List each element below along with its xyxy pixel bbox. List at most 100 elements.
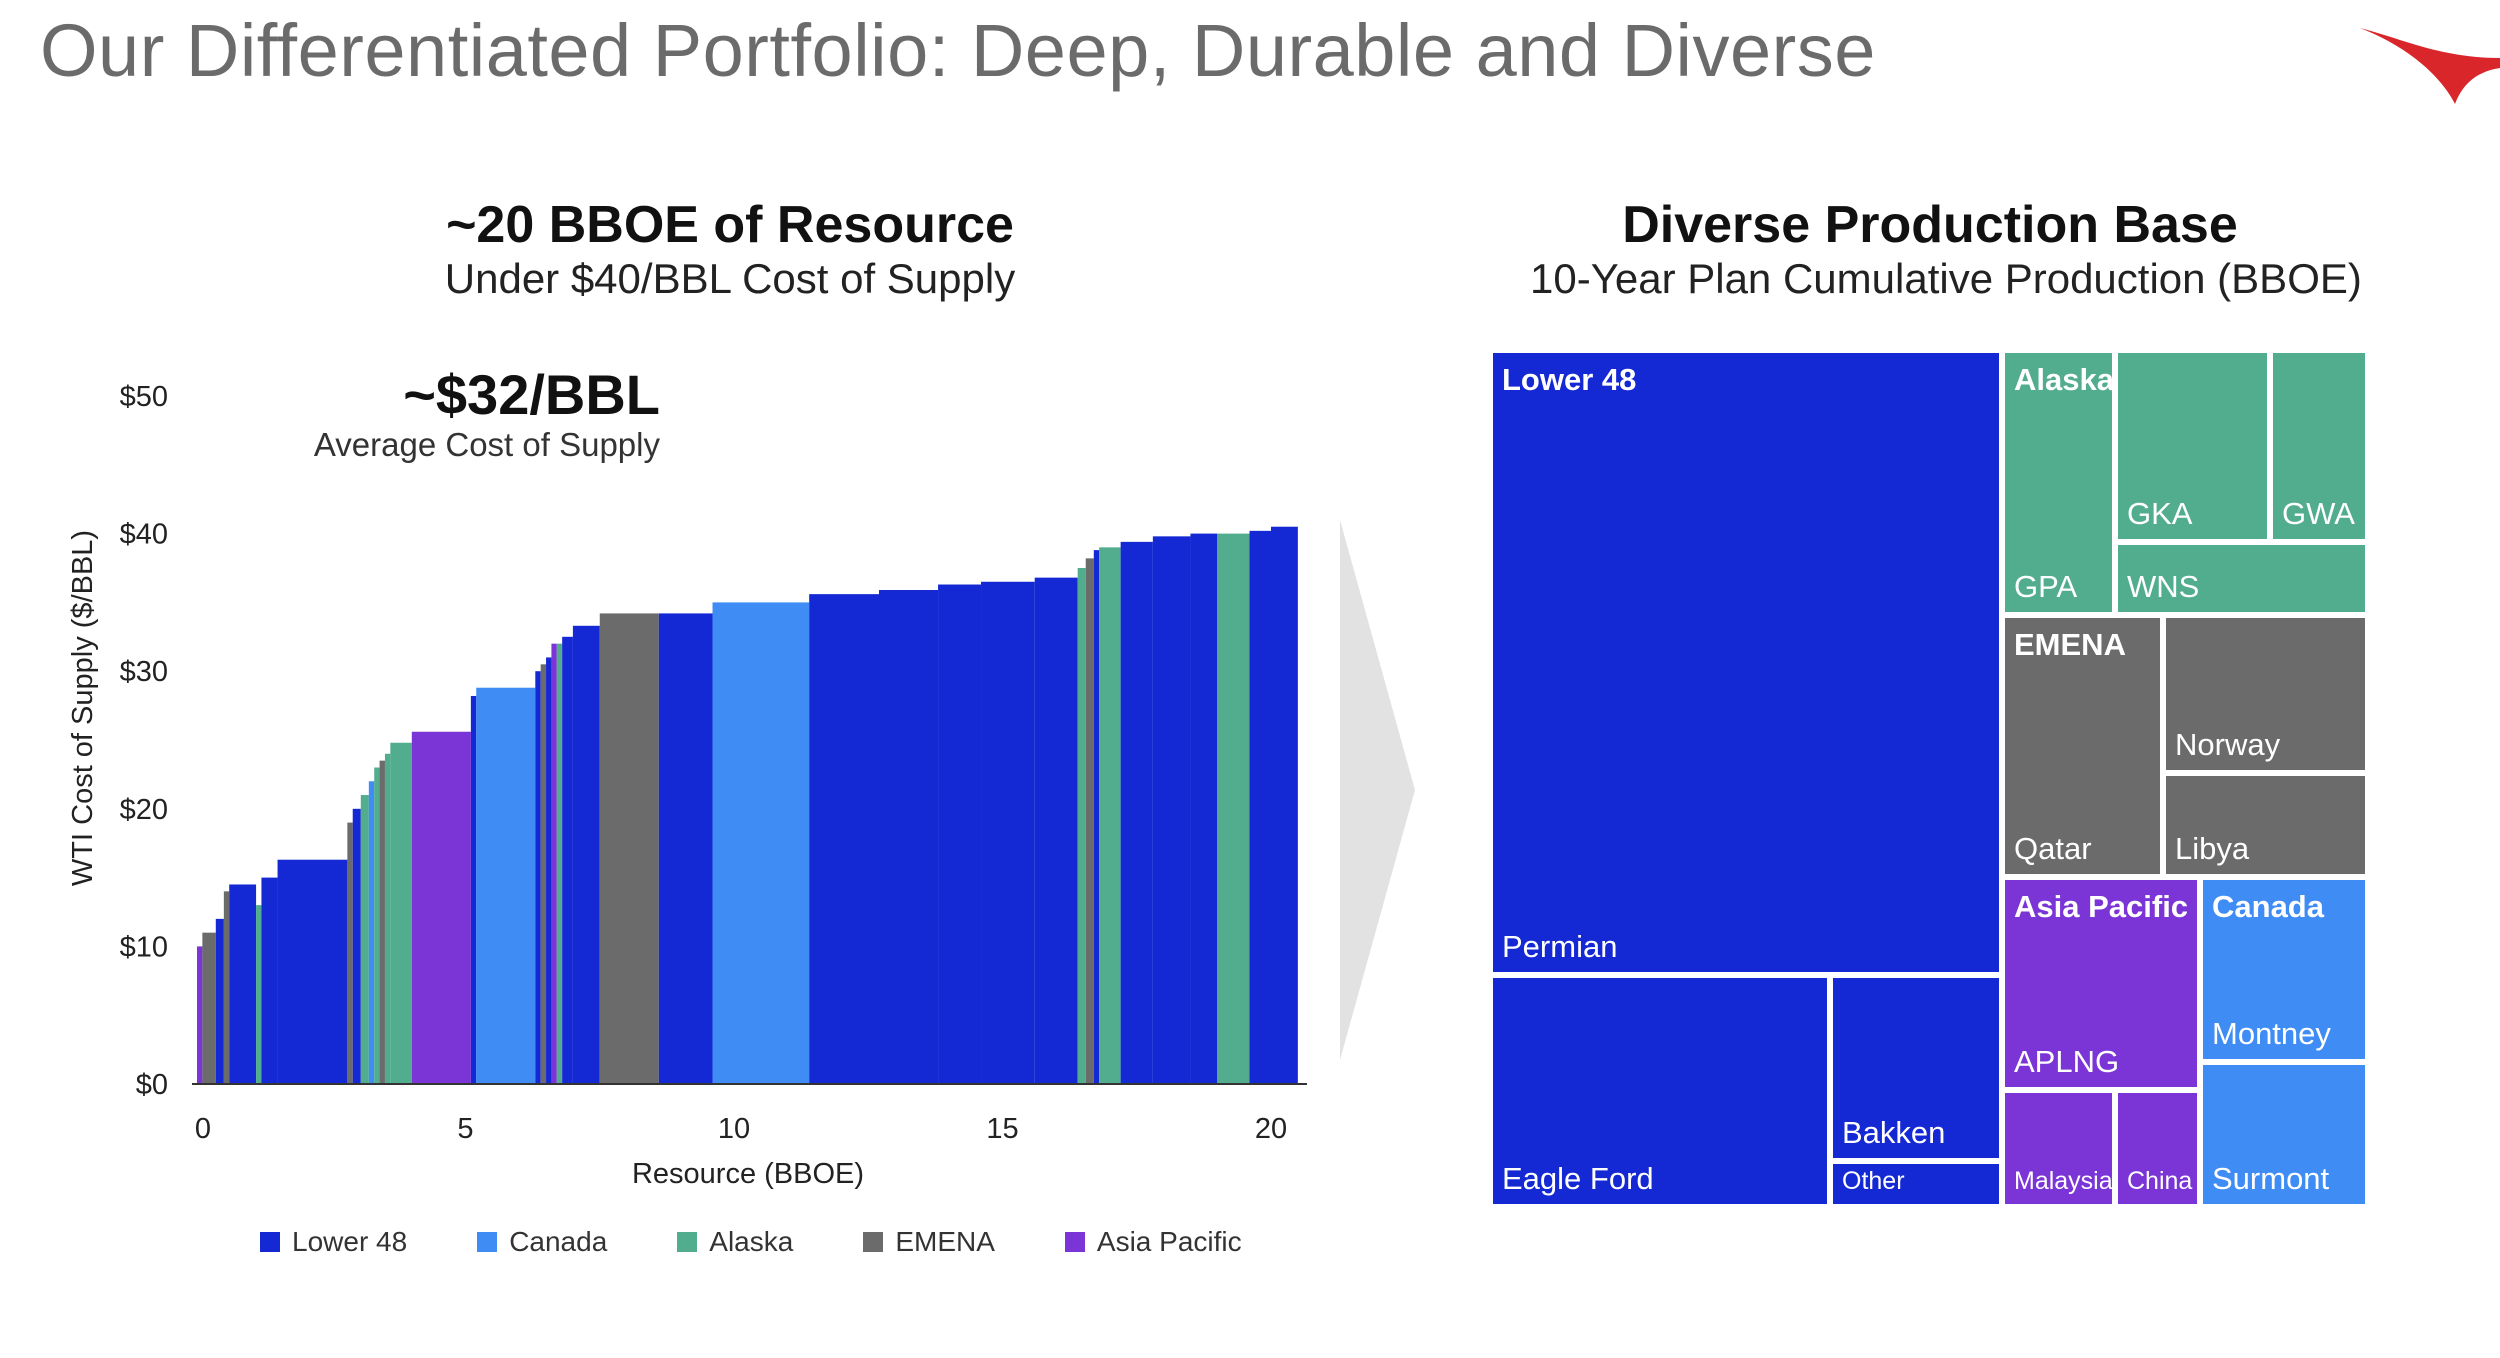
treemap-cell-montney: Montney Canada — [2200, 877, 2368, 1062]
cost-bar-canada — [476, 687, 536, 1084]
treemap-item-label: APLNG — [2014, 1044, 2120, 1079]
treemap-cell-china: China — [2115, 1090, 2200, 1207]
treemap-group-label: Canada — [2212, 889, 2324, 924]
average-cost-label: Average Cost of Supply — [313, 426, 660, 463]
cost-bar-emena — [347, 822, 353, 1084]
legend-swatch — [477, 1232, 498, 1252]
cost-bar-emena — [379, 760, 385, 1084]
treemap-item-label: Norway — [2175, 727, 2281, 762]
y-tick-label: $10 — [120, 931, 168, 963]
cost-bar-lower48 — [878, 590, 939, 1084]
cost-bar-lower48 — [1120, 541, 1153, 1084]
x-tick-label: 20 — [1255, 1113, 1287, 1145]
treemap-item-label: Surmont — [2212, 1161, 2330, 1196]
page-title: Our Differentiated Portfolio: Deep, Dura… — [40, 9, 1876, 92]
treemap-cell-malaysia: Malaysia — [2002, 1090, 2115, 1207]
y-tick-label: $40 — [120, 519, 168, 551]
cost-bar-alaska — [360, 795, 369, 1084]
treemap-item-label: Permian — [1502, 929, 1618, 964]
x-axis-ticks: 0 5 10 15 20 — [195, 1113, 1287, 1145]
cost-of-supply-bars — [197, 526, 1298, 1084]
cost-bar-emena — [540, 664, 547, 1084]
cost-bar-lower48 — [215, 918, 224, 1084]
treemap-group-label: EMENA — [2014, 627, 2126, 662]
y-tick-label: $30 — [120, 656, 168, 688]
treemap-item-label: GWA — [2282, 496, 2355, 531]
cost-of-supply-chart: 0 5 10 15 20 $0 $10 $20 $30 $40 $50 Resource (BBO… — [67, 381, 1307, 1190]
treemap-group-label: Asia Pacific — [2014, 889, 2189, 924]
cost-bar-lower48 — [470, 695, 477, 1084]
cost-bar-lower48 — [1249, 530, 1271, 1084]
treemap-cell-other: Other — [1830, 1161, 2002, 1207]
legend-swatch — [863, 1232, 884, 1252]
cost-bar-alaska — [556, 643, 563, 1084]
legend-item-lower48: Lower 48 — [260, 1226, 407, 1258]
chevron-right-icon — [1340, 520, 1415, 1060]
conocophillips-logo-icon — [2360, 28, 2500, 104]
treemap-item-label: GPA — [2014, 569, 2078, 604]
x-tick-label: 10 — [718, 1113, 750, 1145]
treemap-item-label: China — [2127, 1167, 2193, 1195]
cost-bar-asia_pacific — [411, 731, 471, 1084]
treemap-group-label: Lower 48 — [1502, 362, 1637, 397]
cost-bar-lower48 — [1093, 550, 1100, 1084]
cost-bar-alaska — [1077, 568, 1086, 1084]
treemap-item-label: GKA — [2127, 496, 2193, 531]
treemap-cell-wns: WNS — [2115, 542, 2368, 615]
y-tick-label: $0 — [136, 1069, 168, 1101]
legend-swatch — [1064, 1232, 1085, 1252]
production-chart-subtitle: 10-Year Plan Cumulative Production (BBOE… — [1530, 255, 2362, 302]
chart-legend: Lower 48 Canada Alaska EMENA Asia Pacific — [260, 1226, 1312, 1258]
cost-bar-lower48 — [1190, 533, 1218, 1084]
cost-bar-lower48 — [229, 884, 257, 1084]
cost-bar-canada — [712, 602, 810, 1084]
cost-bar-lower48 — [352, 808, 361, 1084]
cost-bar-lower48 — [809, 594, 879, 1084]
y-axis-label: WTI Cost of Supply ($/BBL) — [67, 530, 99, 886]
resource-chart-title: ~20 BBOE of Resource — [446, 196, 1014, 254]
legend-item-asia_pacific: Asia Pacific — [1064, 1226, 1242, 1258]
cost-bar-alaska — [374, 767, 380, 1084]
treemap-group-label: Alaska — [2014, 362, 2114, 397]
cost-bar-alaska — [390, 742, 412, 1084]
legend-label: Canada — [509, 1226, 608, 1257]
cost-bar-lower48 — [1271, 526, 1298, 1084]
cost-bar-lower48 — [261, 877, 278, 1084]
legend-label: Asia Pacific — [1096, 1226, 1242, 1257]
treemap-cell-bakken: Bakken — [1830, 975, 2002, 1161]
cost-bar-lower48 — [981, 581, 1035, 1084]
cost-bar-asia_pacific — [197, 946, 203, 1084]
treemap-cell-eagle-ford: Eagle Ford — [1490, 975, 1830, 1207]
cost-bar-lower48 — [1152, 536, 1191, 1084]
legend-swatch — [677, 1232, 698, 1252]
cost-bar-lower48 — [658, 613, 713, 1084]
legend-label: EMENA — [895, 1226, 995, 1257]
cost-bar-alaska — [1099, 547, 1121, 1084]
treemap-cell-gka: GKA — [2115, 350, 2270, 542]
treemap-item-label: Eagle Ford — [1502, 1161, 1654, 1196]
treemap-cell-gwa: GWA — [2270, 350, 2368, 542]
treemap-cell-surmont: Surmont — [2200, 1062, 2368, 1207]
cost-bar-emena — [223, 891, 230, 1084]
cost-bar-lower48 — [277, 859, 348, 1084]
cost-bar-lower48 — [572, 625, 600, 1084]
cost-bar-lower48 — [546, 657, 552, 1084]
cost-bar-lower48 — [562, 636, 573, 1084]
legend-item-emena: EMENA — [863, 1226, 995, 1258]
treemap-cell-permian: Permian Lower 48 — [1490, 350, 2002, 975]
cost-bar-alaska — [384, 753, 391, 1084]
y-axis-ticks: $0 $10 $20 $30 $40 $50 — [120, 381, 168, 1101]
cost-bar-emena — [1085, 558, 1094, 1084]
cost-bar-lower48 — [1034, 577, 1078, 1084]
cost-bar-asia_pacific — [551, 643, 557, 1084]
cost-bar-alaska — [1217, 533, 1250, 1084]
cost-bar-emena — [599, 613, 659, 1084]
cost-bar-lower48 — [938, 584, 982, 1084]
legend-label: Lower 48 — [292, 1226, 408, 1257]
production-chart-title: Diverse Production Base — [1622, 196, 2238, 254]
treemap-item-label: Qatar — [2014, 831, 2092, 866]
cost-bar-canada — [368, 781, 375, 1084]
average-cost-value: ~$32/BBL — [403, 363, 660, 426]
legend-item-canada: Canada — [477, 1226, 607, 1258]
treemap-item-label: Malaysia — [2014, 1167, 2113, 1195]
